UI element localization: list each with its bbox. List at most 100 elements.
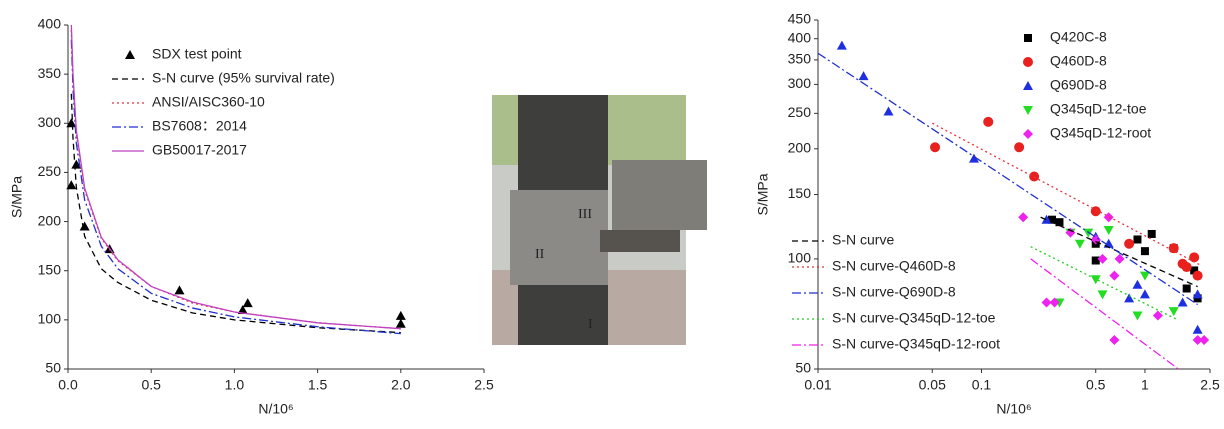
marker bbox=[1140, 289, 1150, 298]
x-tick-label: 0.5 bbox=[1086, 377, 1106, 393]
y-tick-label: 450 bbox=[788, 11, 812, 27]
legend-label: Q420C-8 bbox=[1050, 29, 1107, 45]
legend-label: SDX test point bbox=[152, 46, 242, 62]
legend-label: S-N curve-Q690D-8 bbox=[832, 284, 956, 300]
marker bbox=[1193, 325, 1203, 334]
y-tick-label: 150 bbox=[788, 185, 812, 201]
y-tick-label: 300 bbox=[38, 114, 62, 130]
photo-bar bbox=[600, 230, 680, 252]
y-axis-label: S/MPa bbox=[755, 173, 771, 215]
legend-label: S-N curve bbox=[832, 232, 894, 248]
legend-label: S-N curve-Q460D-8 bbox=[832, 258, 956, 274]
legend-marker bbox=[1023, 57, 1033, 67]
y-tick-label: 250 bbox=[788, 104, 812, 120]
marker bbox=[1199, 335, 1209, 345]
marker bbox=[1169, 243, 1179, 253]
marker bbox=[837, 41, 847, 50]
x-tick-label: 1.0 bbox=[225, 377, 245, 393]
photo-label: I bbox=[588, 317, 593, 332]
marker bbox=[1018, 212, 1028, 222]
marker bbox=[1091, 275, 1101, 284]
legend-marker bbox=[125, 50, 135, 59]
marker bbox=[1075, 240, 1085, 249]
x-tick-label: 0.01 bbox=[804, 377, 831, 393]
x-tick-label: 0.1 bbox=[972, 377, 992, 393]
y-tick-label: 150 bbox=[38, 261, 62, 277]
y-tick-label: 200 bbox=[788, 140, 812, 156]
x-tick-label: 1.5 bbox=[308, 377, 328, 393]
marker bbox=[1109, 335, 1119, 345]
marker bbox=[1029, 171, 1039, 181]
marker bbox=[1178, 297, 1188, 306]
marker bbox=[859, 71, 869, 80]
marker bbox=[1098, 290, 1108, 299]
marker bbox=[1193, 271, 1203, 281]
y-tick-label: 50 bbox=[795, 360, 811, 376]
marker bbox=[1141, 247, 1149, 255]
photo: II III I bbox=[492, 95, 707, 345]
legend-label: S-N curve (95% survival rate) bbox=[152, 70, 335, 86]
x-tick-label: 2.5 bbox=[474, 377, 494, 393]
marker bbox=[1182, 262, 1192, 272]
marker bbox=[1193, 289, 1203, 298]
legend-label: Q690D-8 bbox=[1050, 77, 1107, 93]
y-tick-label: 300 bbox=[788, 75, 812, 91]
y-tick-label: 350 bbox=[788, 51, 812, 67]
x-tick-label: 0.5 bbox=[141, 377, 161, 393]
y-tick-label: 350 bbox=[38, 65, 62, 81]
marker bbox=[1169, 307, 1179, 316]
x-tick-label: 2.0 bbox=[391, 377, 411, 393]
y-tick-label: 100 bbox=[788, 250, 812, 266]
marker bbox=[1148, 230, 1156, 238]
marker bbox=[1115, 254, 1125, 264]
y-tick-label: 200 bbox=[38, 212, 62, 228]
x-tick-label: 1 bbox=[1141, 377, 1149, 393]
photo-block-right bbox=[612, 160, 707, 230]
marker bbox=[930, 142, 940, 152]
marker bbox=[174, 285, 184, 294]
y-tick-label: 100 bbox=[38, 311, 62, 327]
photo-label: II bbox=[535, 247, 545, 262]
x-axis-label: N/10⁶ bbox=[996, 401, 1031, 417]
marker bbox=[884, 106, 894, 115]
marker bbox=[243, 298, 253, 307]
legend-label: BS7608：2014 bbox=[152, 118, 247, 134]
x-axis-label: N/10⁶ bbox=[258, 401, 293, 417]
marker bbox=[396, 319, 406, 328]
marker bbox=[1109, 271, 1119, 281]
y-tick-label: 50 bbox=[45, 360, 61, 376]
figure: II III I 501001502002503003504000.00.51.… bbox=[0, 0, 1224, 424]
legend-label: Q460D-8 bbox=[1050, 53, 1107, 69]
photo-label: III bbox=[578, 207, 592, 222]
marker bbox=[1189, 252, 1199, 262]
x-tick-label: 0.05 bbox=[919, 377, 946, 393]
marker bbox=[1132, 312, 1142, 321]
legend-marker bbox=[1023, 106, 1033, 115]
marker bbox=[1133, 235, 1141, 243]
x-tick-label: 0.0 bbox=[58, 377, 78, 393]
legend-label: ANSI/AISC360-10 bbox=[152, 94, 265, 110]
legend-marker bbox=[1023, 81, 1033, 90]
marker bbox=[1132, 280, 1142, 289]
legend-marker bbox=[1023, 129, 1033, 139]
marker bbox=[983, 117, 993, 127]
marker bbox=[1183, 284, 1191, 292]
legend-label: GB50017-2017 bbox=[152, 142, 247, 158]
marker bbox=[80, 221, 90, 230]
y-tick-label: 400 bbox=[38, 16, 62, 32]
y-axis-label: S/MPa bbox=[9, 176, 25, 218]
marker bbox=[396, 311, 406, 320]
legend-label: S-N curve-Q345qD-12-toe bbox=[832, 310, 996, 326]
y-tick-label: 400 bbox=[788, 29, 812, 45]
legend-label: Q345qD-12-toe bbox=[1050, 101, 1147, 117]
marker bbox=[1092, 256, 1100, 264]
legend-label: S-N curve-Q345qD-12-root bbox=[832, 336, 1000, 352]
legend-label: Q345qD-12-root bbox=[1050, 125, 1151, 141]
marker bbox=[1104, 212, 1114, 222]
legend-marker bbox=[1024, 34, 1032, 42]
photo-block bbox=[510, 190, 608, 285]
marker bbox=[1140, 272, 1150, 281]
x-tick-label: 2.5 bbox=[1200, 377, 1220, 393]
y-tick-label: 250 bbox=[38, 163, 62, 179]
marker bbox=[1124, 293, 1134, 302]
